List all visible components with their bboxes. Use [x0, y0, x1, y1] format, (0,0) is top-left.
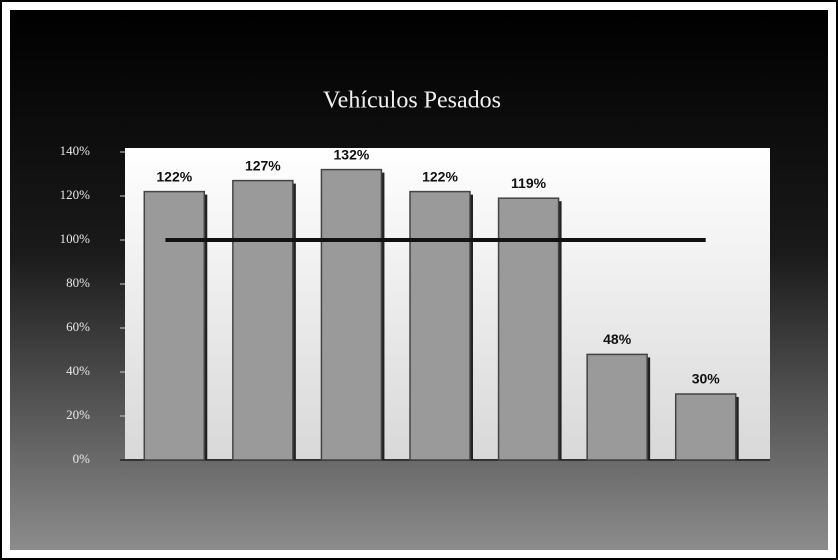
- value-label: 122%: [156, 168, 192, 184]
- bar: [586, 353, 648, 461]
- value-label: 127%: [245, 157, 281, 173]
- y-tick-label: 20%: [66, 407, 90, 422]
- y-tick-label: 80%: [66, 275, 90, 290]
- value-label: 30%: [692, 371, 721, 387]
- bar: [320, 168, 383, 461]
- bar: [409, 190, 471, 461]
- value-label: 48%: [603, 331, 632, 347]
- y-tick-label: 120%: [60, 187, 91, 202]
- bar: [497, 197, 560, 461]
- bar: [232, 179, 294, 461]
- y-tick-label: 40%: [66, 363, 90, 378]
- bar: [143, 190, 206, 461]
- bar: [674, 393, 737, 461]
- y-tick-label: 60%: [66, 319, 90, 334]
- y-tick-label: 100%: [60, 231, 91, 246]
- value-label: 119%: [511, 175, 547, 191]
- chart-title: Vehículos Pesados: [323, 88, 501, 114]
- y-tick-label: 0%: [73, 451, 91, 466]
- value-label: 132%: [334, 146, 370, 162]
- value-label: 122%: [422, 168, 458, 184]
- y-tick-label: 140%: [60, 143, 91, 158]
